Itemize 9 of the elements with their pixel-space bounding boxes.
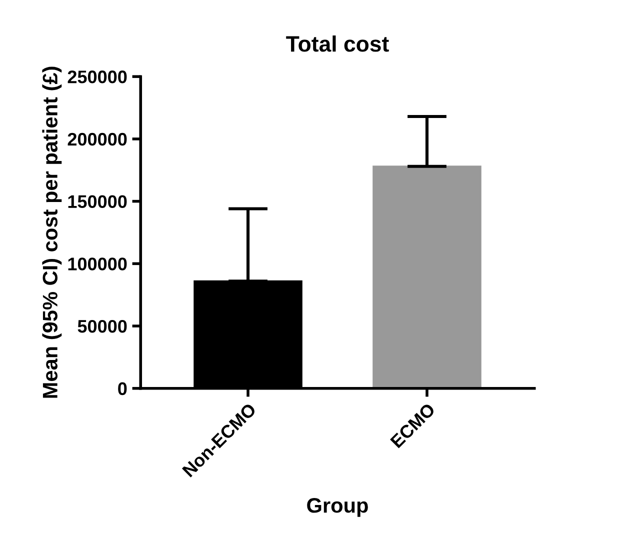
y-tick-label: 50000 (78, 320, 127, 333)
y-axis-title: Mean (95% CI) cost per patient (£) (42, 66, 62, 398)
y-tick-label: 100000 (68, 258, 127, 270)
y-tick-label: 200000 (68, 132, 127, 146)
y-tick-label: 150000 (68, 195, 127, 208)
y-tick-label: 0 (118, 382, 127, 396)
y-tick-label: 250000 (68, 70, 127, 84)
x-axis-title: Group (307, 498, 368, 517)
chart-title: Total cost (286, 35, 389, 52)
